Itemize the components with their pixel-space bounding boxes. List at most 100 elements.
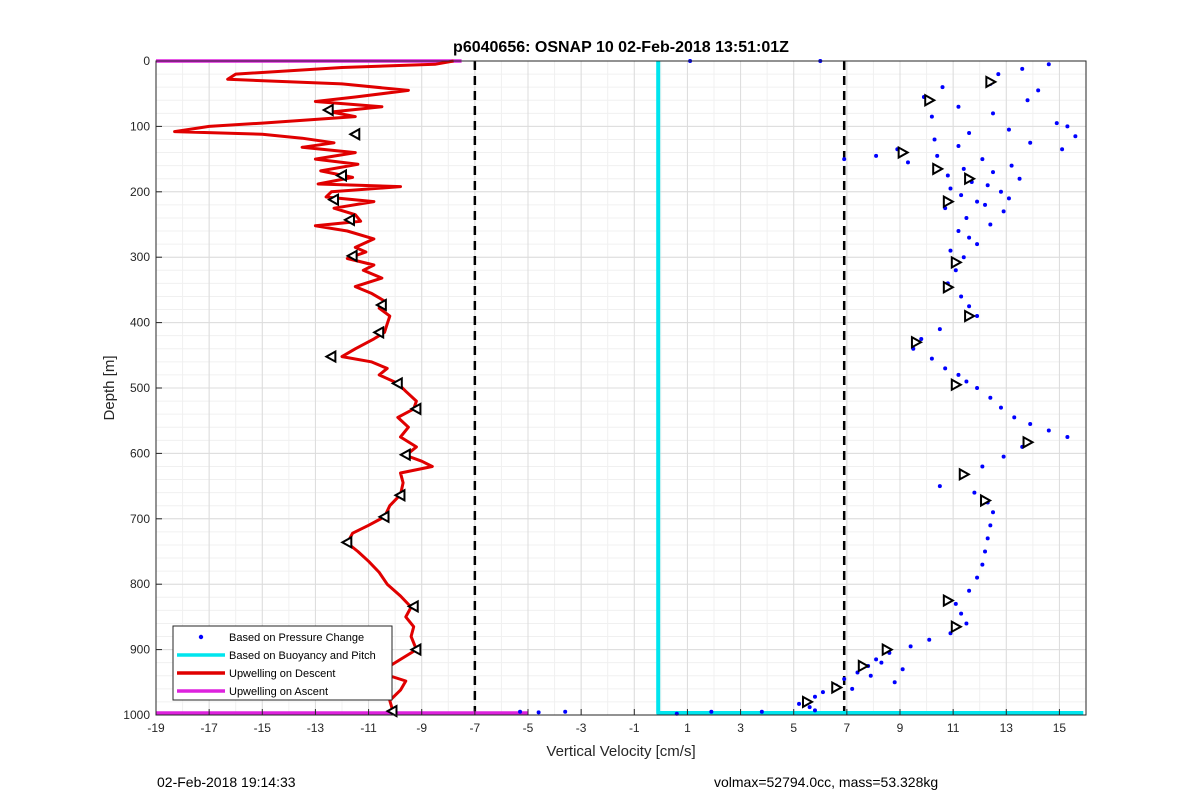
descent-triangle-marker [342,213,355,227]
pressure-change-point [943,366,948,371]
buoyancy-pitch-line [656,61,1084,715]
x-tick-label: -19 [147,721,165,735]
pressure-change-point [1025,98,1030,103]
pressure-change-point [1065,124,1070,129]
pressure-change-point [956,229,961,234]
pressure-change-point [1046,428,1051,433]
x-tick-label: 7 [844,721,851,735]
pressure-change-point [842,677,847,682]
pressure-change-point [953,601,958,606]
descent-triangle-marker [334,168,347,183]
y-tick-label: 200 [130,185,150,199]
x-tick-label: -1 [629,721,640,735]
ascent-triangle-marker [942,593,955,608]
legend: Based on Pressure Change Based on Buoyanc… [172,625,393,701]
pressure-change-point [983,202,988,207]
descent-triangle-marker [340,535,353,550]
descent-triangle-marker [324,349,337,364]
x-tick-label: -7 [470,721,481,735]
pressure-change-point [980,157,985,162]
pressure-change-point [1054,121,1059,126]
descent-triangle-marker [398,448,411,462]
pressure-change-point [975,199,980,204]
ascent-triangle-marker [964,309,977,323]
pressure-change-point [988,395,993,400]
pressure-change-point [964,215,969,220]
ascent-triangle-marker [950,255,963,270]
pressure-change-point [945,173,950,178]
x-tick-label: -15 [254,721,272,735]
pressure-change-point [868,673,873,678]
ascent-triangle-marker [857,659,870,673]
reference-lines [473,61,846,715]
legend-label: Upwelling on Descent [229,668,335,680]
ascent-triangle-marker [958,467,971,482]
pressure-change-point [759,709,764,714]
descent-triangle-marker [348,127,361,141]
pressure-change-point [900,667,905,672]
footer-volmax-mass: volmax=52794.0cc, mass=53.328kg [714,774,939,790]
y-tick-label: 300 [130,250,150,264]
y-tick-label: 400 [130,316,150,330]
legend-box [172,625,393,701]
ascent-triangle-marker [985,75,998,89]
descent-triangle-marker [372,325,385,340]
pressure-change-point [956,104,961,109]
pressure-change-point [956,372,961,377]
ascent-triangle-marker [831,680,844,695]
pressure-change-point [1046,62,1051,67]
ascent-triangle-marker [881,642,894,657]
pressure-change-point [967,304,972,309]
ascent-triangle-marker [1022,435,1035,449]
legend-label: Upwelling on Ascent [229,686,328,698]
pressure-change-point [908,644,913,649]
pressure-change-point [1060,147,1065,152]
ascent-triangle-marker [897,145,910,160]
pressure-change-point [940,85,945,90]
pressure-change-point [980,464,985,469]
legend-label: Based on Pressure Change [229,632,364,644]
pressure-change-point [820,690,825,695]
pressure-change-point [975,314,980,319]
y-tick-label: 900 [130,643,150,657]
pressure-change-point [937,484,942,489]
pressure-change-point [518,709,523,714]
ascent-triangle-marker [964,172,977,186]
pressure-change-point [812,694,817,699]
pressure-change-point [1001,454,1006,459]
pressure-change-point [1036,88,1041,93]
pressure-change-point [1020,66,1025,71]
pressure-change-point [536,710,541,715]
pressure-change-point [874,657,879,662]
pressure-change-point [563,709,568,714]
pressure-change-point [948,248,953,253]
y-axis-label: Depth [m] [101,355,118,420]
pressure-change-point [807,705,812,710]
pressure-change-point [929,114,934,119]
pressure-change-point [988,523,993,528]
chart-title: p6040656: OSNAP 10 02-Feb-2018 13:51:01Z [453,39,789,56]
ascent-triangle-marker [802,695,815,709]
x-tick-label: 15 [1053,721,1067,735]
pressure-change-point [1001,209,1006,214]
x-tick-label: -5 [523,721,534,735]
x-tick-label: -3 [576,721,587,735]
pressure-change-point [709,709,714,714]
ascent-triangle-marker [950,620,963,634]
pressure-change-point [1006,196,1011,201]
x-tick-label: -9 [416,721,427,735]
pressure-change-point [953,268,958,273]
pressure-change-point [983,549,988,554]
descent-triangle-marker [390,376,403,391]
pressure-change-point [874,153,879,158]
x-tick-label: 5 [790,721,797,735]
pressure-change-point [998,189,1003,194]
y-tick-label: 500 [130,381,150,395]
pressure-change-point [996,72,1001,77]
x-tick-label: 11 [947,721,960,735]
x-tick-label: 1 [684,721,691,735]
descent-triangle-marker [345,249,358,263]
pressure-change-point [1009,163,1014,168]
x-tick-label: -17 [200,721,218,735]
ascent-triangle-marker [932,162,945,176]
